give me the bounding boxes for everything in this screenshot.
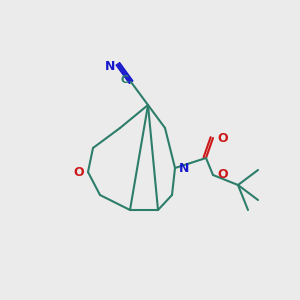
Text: O: O bbox=[218, 131, 228, 145]
Text: N: N bbox=[179, 161, 189, 175]
Text: C: C bbox=[121, 75, 129, 85]
Text: O: O bbox=[74, 166, 84, 178]
Text: O: O bbox=[218, 169, 228, 182]
Text: N: N bbox=[105, 61, 115, 74]
